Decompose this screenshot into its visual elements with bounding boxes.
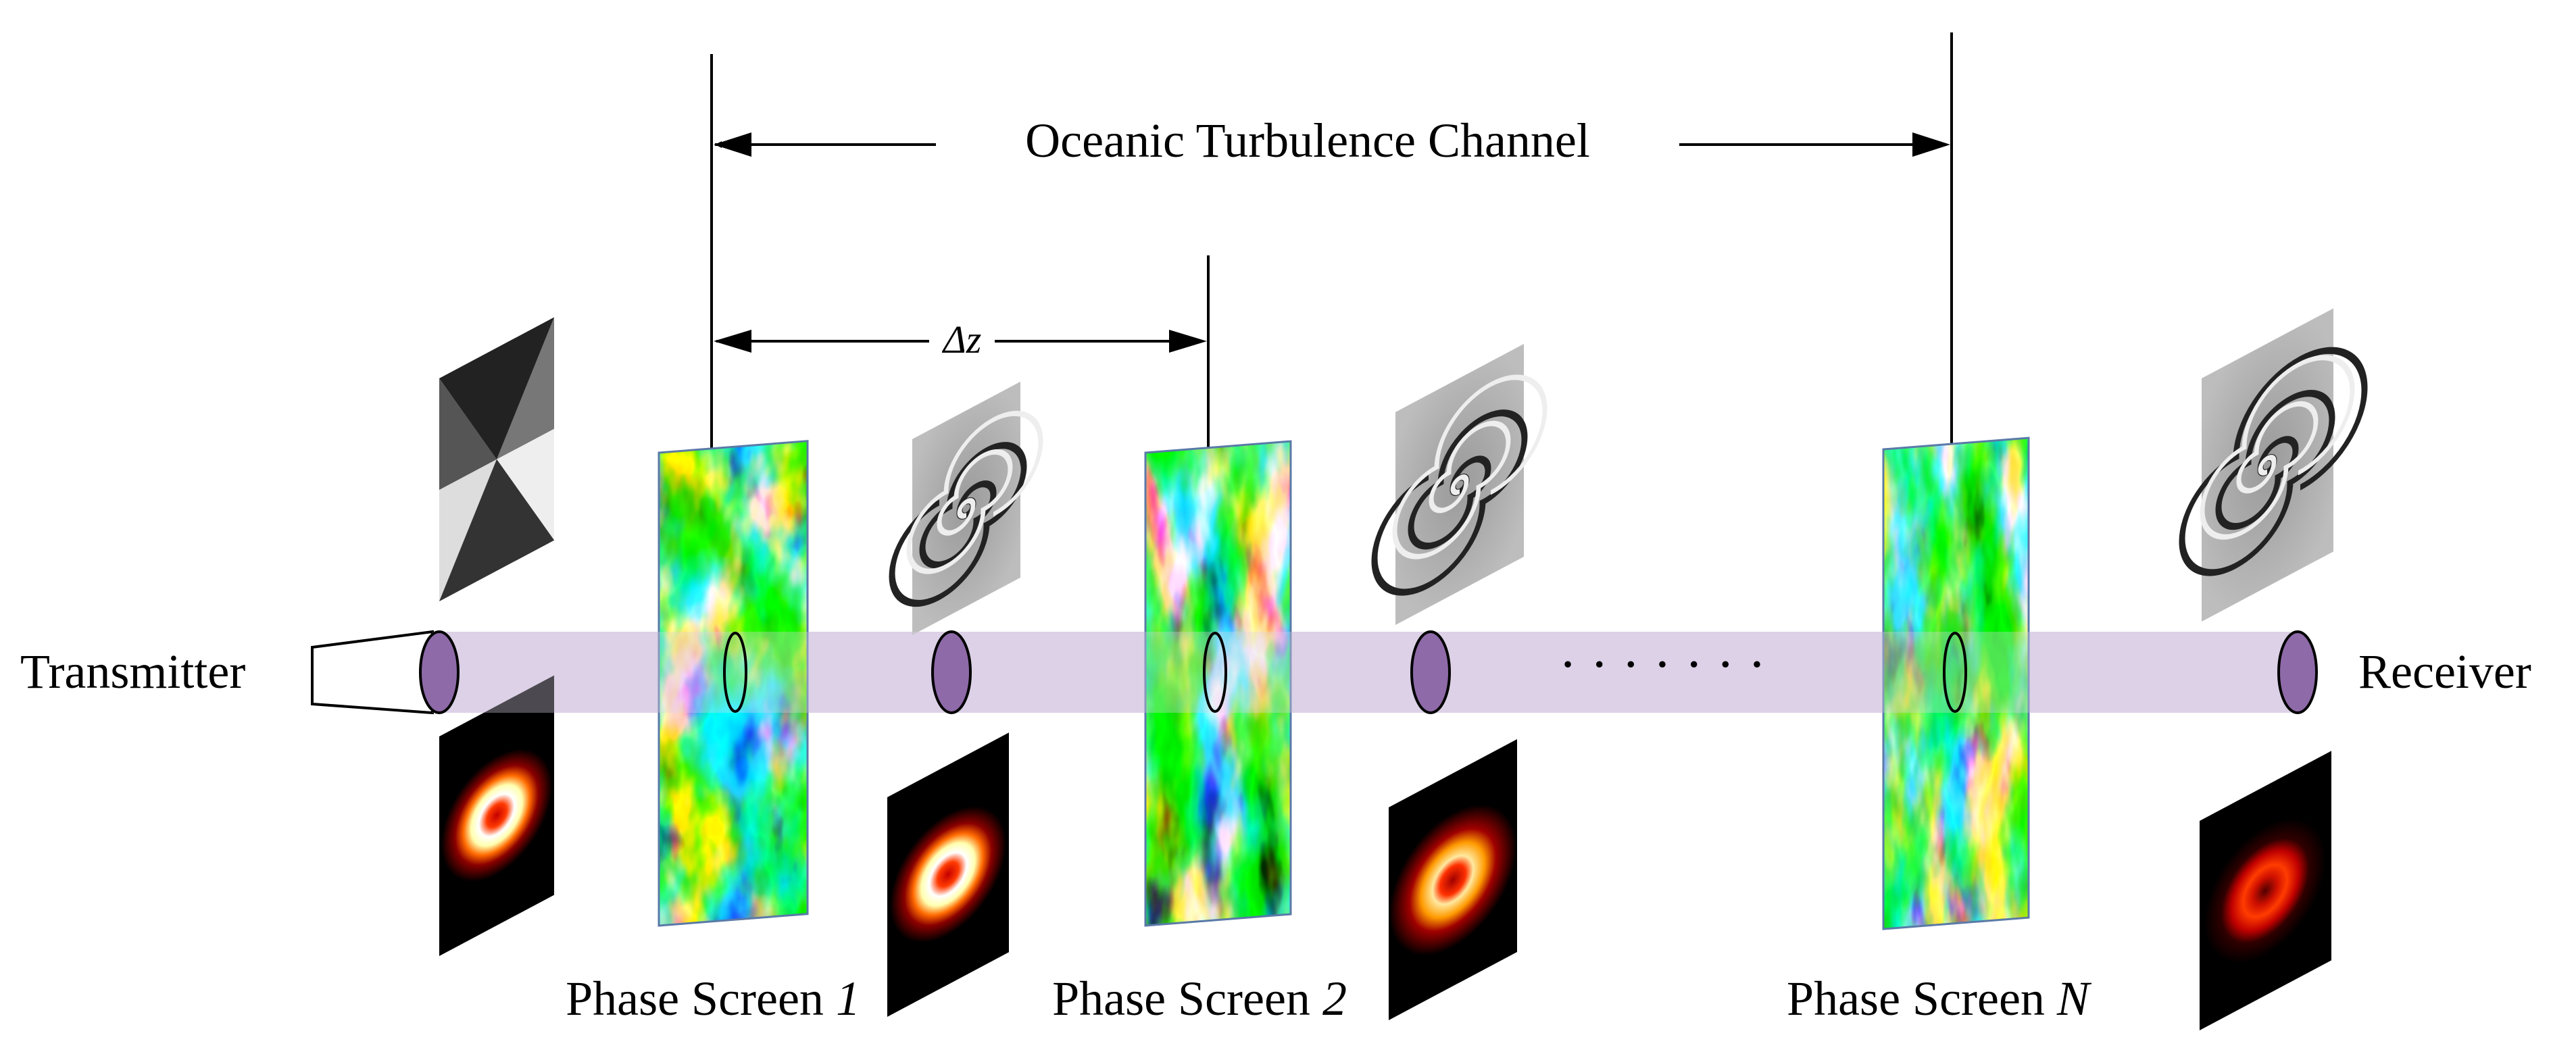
phase-screen-n-label: Phase Screen N (1787, 972, 2092, 1026)
beam-overlay (432, 632, 2291, 713)
delta-z-arrowhead-right (1169, 330, 1207, 353)
spiral-interference-pattern-icon (1371, 343, 1547, 625)
aperture-2 (1410, 630, 1451, 714)
aperture-1 (931, 630, 972, 714)
spiral-phase-plate-icon (439, 317, 554, 601)
channel-arrowhead-right (1912, 132, 1950, 157)
vortex-intensity-ring-icon (1389, 738, 1517, 1020)
delta-z-arrowhead-left (714, 330, 751, 353)
aperture-receiver (2277, 630, 2318, 714)
spiral-interference-pattern-icon (2179, 308, 2368, 622)
aperture-screen-n (1943, 632, 1967, 713)
turbulence-phase-screen-icon (1882, 436, 2030, 930)
receiver-label: Receiver (2358, 645, 2531, 699)
aperture-transmitter (419, 630, 460, 714)
channel-label: Oceanic Turbulence Channel (1025, 114, 1590, 168)
turbulence-phase-screen-icon (658, 440, 809, 927)
vortex-intensity-ring-icon (439, 675, 554, 956)
phase-screen-1-label: Phase Screen 1 (566, 972, 860, 1026)
spiral-interference-pattern-icon (889, 381, 1043, 635)
vortex-intensity-ring-icon (2200, 751, 2331, 1030)
ellipsis-dots: · · · · · · · (1559, 635, 1766, 695)
phase-screen-2-label: Phase Screen 2 (1052, 972, 1347, 1026)
vortex-intensity-ring-icon (887, 732, 1009, 1017)
channel-arrowhead-left (714, 132, 751, 157)
aperture-screen-1 (723, 632, 747, 713)
turbulence-phase-screen-icon (1144, 440, 1292, 927)
delta-z-label: Δz (942, 318, 982, 361)
aperture-screen-2 (1203, 632, 1227, 713)
transmitter-lens-icon (311, 630, 434, 715)
transmitter-label: Transmitter (20, 645, 245, 699)
